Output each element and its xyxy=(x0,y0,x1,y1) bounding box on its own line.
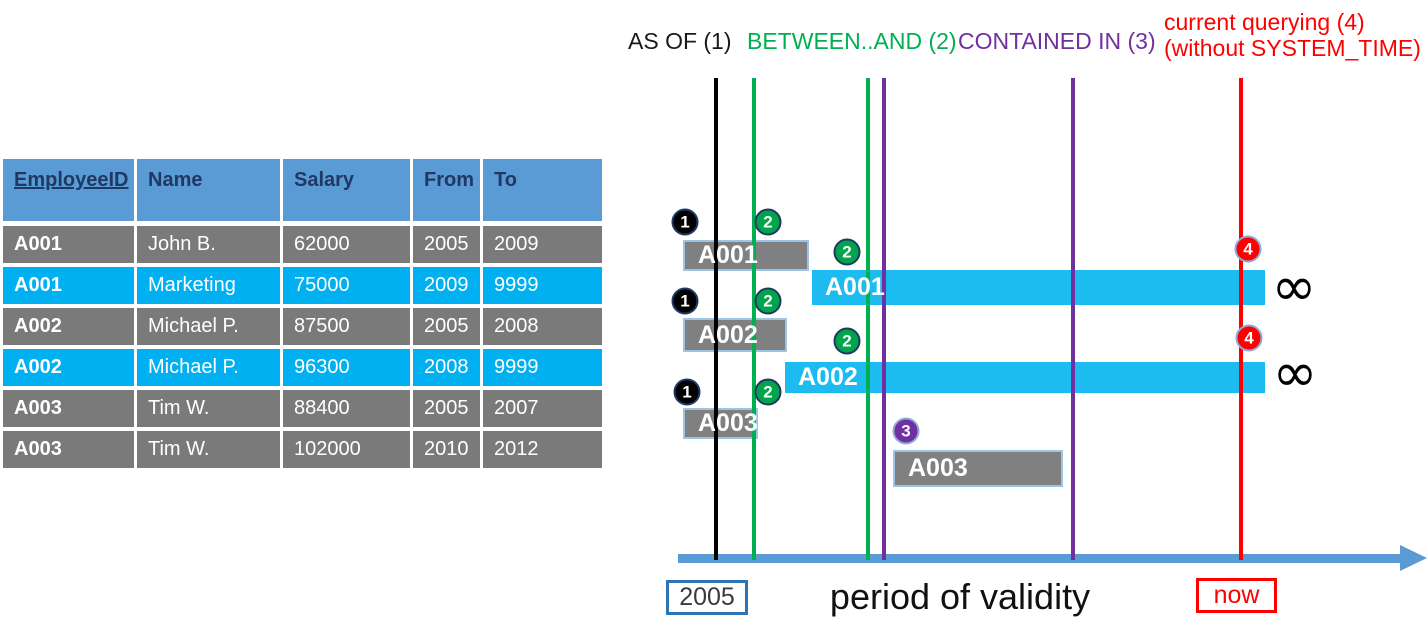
as-of-line xyxy=(714,78,718,560)
table-cell: Michael P. xyxy=(137,349,280,386)
start-year-box: 2005 xyxy=(666,580,748,615)
table-cell: 87500 xyxy=(283,308,410,345)
between-end-line xyxy=(866,78,870,560)
contained-start-line xyxy=(882,78,886,560)
employee-table: EmployeeID Name Salary From To A001 John B. 620… xyxy=(3,159,602,472)
between-start-line xyxy=(752,78,756,560)
table-cell: 2008 xyxy=(413,349,480,386)
table-cell: 2005 xyxy=(413,308,480,345)
table-cell: 62000 xyxy=(283,226,410,263)
table-cell: A003 xyxy=(3,390,134,427)
infinity-icon: ∞ xyxy=(1272,341,1318,404)
table-cell: 2005 xyxy=(413,390,480,427)
query-marker-2: 2 xyxy=(833,327,861,355)
table-cell: 96300 xyxy=(283,349,410,386)
query-marker-2: 2 xyxy=(754,378,782,406)
query-marker-2: 2 xyxy=(754,287,782,315)
table-cell: Tim W. xyxy=(137,431,280,468)
start-year-label: 2005 xyxy=(679,583,735,611)
table-cell: 2009 xyxy=(483,226,602,263)
table-cell: 102000 xyxy=(283,431,410,468)
now-line xyxy=(1239,78,1243,560)
table-cell: 2010 xyxy=(413,431,480,468)
column-header-label: From xyxy=(424,169,474,191)
validity-bar-a001-current: A001 xyxy=(812,270,1265,305)
legend-label-line: AS OF (1) xyxy=(628,28,732,54)
query-marker-1: 1 xyxy=(671,287,699,315)
column-header-name: Name xyxy=(137,159,280,221)
table-header-row: EmployeeID Name Salary From To xyxy=(3,159,602,221)
table-cell: A001 xyxy=(3,267,134,304)
column-header-label: EmployeeID xyxy=(14,169,129,191)
infinity-icon: ∞ xyxy=(1271,255,1317,318)
column-header-from: From xyxy=(413,159,480,221)
table-cell: 88400 xyxy=(283,390,410,427)
table-cell: Michael P. xyxy=(137,308,280,345)
table-cell: 2012 xyxy=(483,431,602,468)
table-cell: 9999 xyxy=(483,349,602,386)
table-row: A002 Michael P. 87500 2005 2008 xyxy=(3,308,602,345)
validity-bar-label: A001 xyxy=(698,241,758,269)
contained-end-line xyxy=(1071,78,1075,560)
table-cell: John B. xyxy=(137,226,280,263)
table-cell: 9999 xyxy=(483,267,602,304)
table-cell: 75000 xyxy=(283,267,410,304)
validity-bar-a002-history: A002 xyxy=(683,318,787,352)
table-cell: A001 xyxy=(3,226,134,263)
legend-label-between-and: BETWEEN..AND (2) xyxy=(747,28,957,54)
query-marker-1: 1 xyxy=(673,378,701,406)
column-header-label: Name xyxy=(148,169,203,191)
validity-bar-label: A002 xyxy=(698,320,758,349)
now-label: now xyxy=(1213,581,1260,609)
legend-label-current-querying: current querying (4) (without SYSTEM_TIME… xyxy=(1164,9,1421,61)
time-axis-arrowhead-icon xyxy=(1400,545,1427,571)
table-cell: 2005 xyxy=(413,226,480,263)
column-header-employeeid: EmployeeID xyxy=(3,159,134,221)
legend-label-line: current querying (4) xyxy=(1164,9,1365,35)
validity-bar-label: A003 xyxy=(698,409,758,437)
validity-bar-a001-history: A001 xyxy=(683,240,809,271)
validity-bar-a002-current: A002 xyxy=(785,362,1265,393)
query-marker-2: 2 xyxy=(833,238,861,266)
validity-bar-a003-history: A003 xyxy=(683,408,758,439)
table-row: A001 John B. 62000 2005 2009 xyxy=(3,226,602,263)
table-cell: Tim W. xyxy=(137,390,280,427)
table-cell: Marketing xyxy=(137,267,280,304)
legend-label-line: (without SYSTEM_TIME) xyxy=(1164,35,1421,61)
table-cell: 2009 xyxy=(413,267,480,304)
query-marker-2: 2 xyxy=(754,208,782,236)
query-marker-4: 4 xyxy=(1234,235,1262,263)
column-header-to: To xyxy=(483,159,602,221)
column-header-salary: Salary xyxy=(283,159,410,221)
validity-bar-a003-history: A003 xyxy=(893,450,1063,487)
axis-caption: period of validity xyxy=(829,576,1091,617)
table-row: A002 Michael P. 96300 2008 9999 xyxy=(3,349,602,386)
query-marker-3: 3 xyxy=(892,417,920,445)
table-row: A003 Tim W. 102000 2010 2012 xyxy=(3,431,602,468)
table-cell: A002 xyxy=(3,308,134,345)
column-header-label: Salary xyxy=(294,169,355,191)
table-row: A001 Marketing 75000 2009 9999 xyxy=(3,267,602,304)
table-row: A003 Tim W. 88400 2005 2007 xyxy=(3,390,602,427)
query-marker-1: 1 xyxy=(671,208,699,236)
now-box: now xyxy=(1196,578,1277,613)
table-cell: 2007 xyxy=(483,390,602,427)
column-header-label: To xyxy=(494,169,517,191)
time-axis xyxy=(678,554,1400,563)
validity-bar-label: A001 xyxy=(825,273,885,301)
legend-label-line: CONTAINED IN (3) xyxy=(958,28,1156,54)
query-marker-4: 4 xyxy=(1235,324,1263,352)
table-cell: A002 xyxy=(3,349,134,386)
table-cell: 2008 xyxy=(483,308,602,345)
validity-bar-label: A002 xyxy=(798,363,858,391)
legend-label-line: BETWEEN..AND (2) xyxy=(747,28,957,54)
table-cell: A003 xyxy=(3,431,134,468)
legend-label-contained-in: CONTAINED IN (3) xyxy=(958,28,1156,54)
legend-label-as-of: AS OF (1) xyxy=(628,28,732,54)
validity-bar-label: A003 xyxy=(908,454,968,482)
